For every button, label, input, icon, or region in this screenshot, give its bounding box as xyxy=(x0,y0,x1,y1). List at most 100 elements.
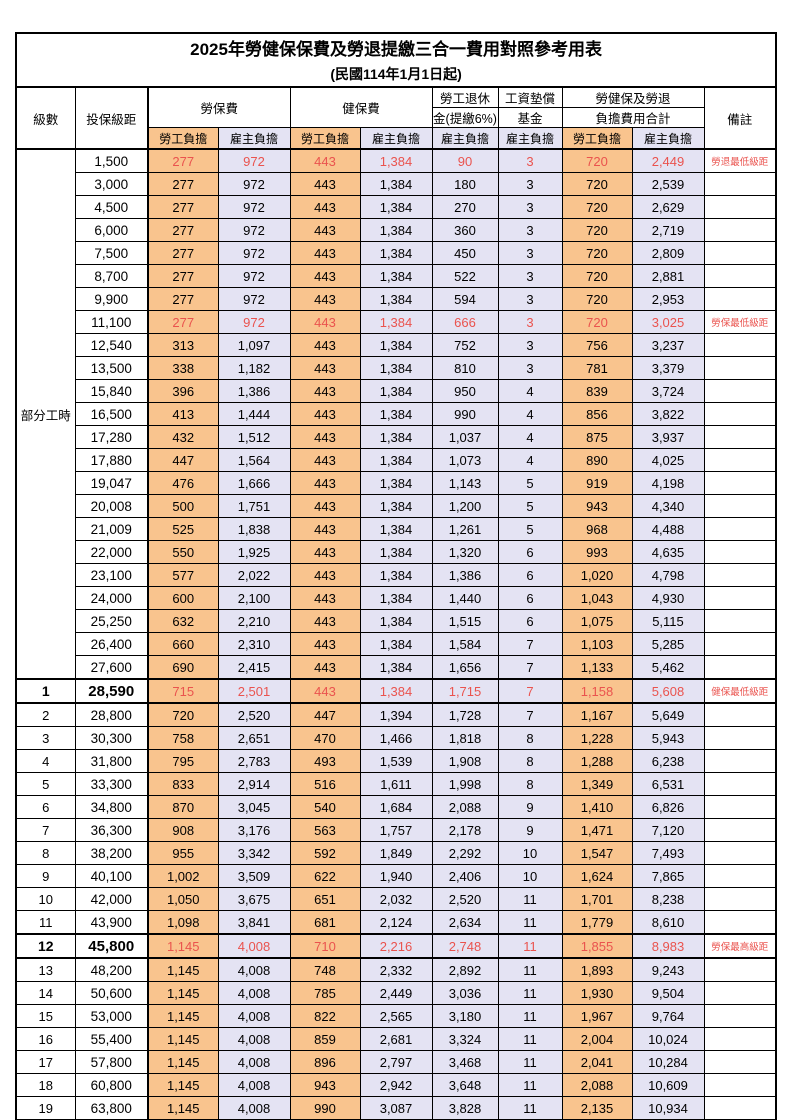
value-cell: 3 xyxy=(497,287,563,311)
value-cell: 1,384 xyxy=(359,379,433,403)
value-cell: 1,097 xyxy=(217,333,291,357)
value-cell: 4,008 xyxy=(217,1050,291,1074)
value-cell: 11 xyxy=(497,887,563,911)
value-cell: 8,983 xyxy=(631,933,705,959)
value-cell: 833 xyxy=(147,772,219,796)
value-cell: 450 xyxy=(431,241,499,265)
value-cell: 859 xyxy=(289,1027,361,1051)
value-cell: 3,937 xyxy=(631,425,705,449)
value-cell: 2,783 xyxy=(217,749,291,773)
value-cell: 2,719 xyxy=(631,218,705,242)
value-cell: 3,324 xyxy=(431,1027,499,1051)
value-cell: 500 xyxy=(147,494,219,518)
bracket-cell: 25,250 xyxy=(74,609,149,633)
value-cell: 1,384 xyxy=(359,425,433,449)
grade-cell: 12 xyxy=(15,933,76,959)
value-cell: 2,004 xyxy=(561,1027,633,1051)
value-cell: 10 xyxy=(497,841,563,865)
bracket-cell: 26,400 xyxy=(74,632,149,656)
value-cell: 2,088 xyxy=(561,1073,633,1097)
remark-cell xyxy=(703,172,777,196)
value-cell: 3,087 xyxy=(359,1096,433,1120)
value-cell: 396 xyxy=(147,379,219,403)
value-cell: 1,384 xyxy=(359,195,433,219)
table-row: 10 42,000 1,050 3,675 651 2,032 2,520 11 1,701 8,… xyxy=(15,887,777,911)
remark-cell xyxy=(703,471,777,495)
value-cell: 2,634 xyxy=(431,910,499,935)
table-row: 16,500 413 1,444 443 1,384 990 4 856 3,822 xyxy=(16,402,777,426)
value-cell: 3,036 xyxy=(431,981,499,1005)
value-cell: 1,133 xyxy=(561,655,633,680)
value-cell: 1,145 xyxy=(147,1050,219,1074)
value-cell: 2,100 xyxy=(217,586,291,610)
value-cell: 1,838 xyxy=(217,517,291,541)
value-cell: 2,809 xyxy=(631,241,705,265)
value-cell: 443 xyxy=(289,264,361,288)
value-cell: 443 xyxy=(289,678,361,704)
value-cell: 1,930 xyxy=(561,981,633,1005)
value-cell: 9 xyxy=(497,795,563,819)
remark-cell xyxy=(703,749,777,773)
value-cell: 1,701 xyxy=(561,887,633,911)
value-cell: 1,158 xyxy=(561,678,633,704)
value-cell: 9,504 xyxy=(631,981,705,1005)
value-cell: 10,934 xyxy=(631,1096,705,1120)
value-cell: 1,182 xyxy=(217,356,291,380)
bracket-cell: 17,880 xyxy=(74,448,149,472)
value-cell: 1,684 xyxy=(359,795,433,819)
table-row: 4 31,800 795 2,783 493 1,539 1,908 8 1,288 6,238 xyxy=(15,749,777,773)
bracket-cell: 48,200 xyxy=(74,957,149,982)
bracket-cell: 55,400 xyxy=(74,1027,149,1051)
value-cell: 470 xyxy=(289,726,361,750)
table-row: 23,100 577 2,022 443 1,384 1,386 6 1,020 4,798 xyxy=(16,563,777,587)
value-cell: 1,384 xyxy=(359,356,433,380)
grade-cell: 16 xyxy=(15,1027,76,1051)
value-cell: 594 xyxy=(431,287,499,311)
value-cell: 990 xyxy=(431,402,499,426)
col-header-grade: 級數 xyxy=(15,86,76,150)
value-cell: 1,145 xyxy=(147,1073,219,1097)
value-cell: 968 xyxy=(561,517,633,541)
remark-cell xyxy=(703,448,777,472)
bracket-cell: 24,000 xyxy=(74,586,149,610)
grade-cell: 18 xyxy=(15,1073,76,1097)
value-cell: 525 xyxy=(147,517,219,541)
subheader-labor-employer: 雇主負擔 xyxy=(217,127,291,150)
bracket-cell: 50,600 xyxy=(74,981,149,1005)
value-cell: 1,020 xyxy=(561,563,633,587)
value-cell: 720 xyxy=(561,287,633,311)
value-cell: 550 xyxy=(147,540,219,564)
value-cell: 660 xyxy=(147,632,219,656)
value-cell: 822 xyxy=(289,1004,361,1028)
value-cell: 1,384 xyxy=(359,586,433,610)
table-row: 14 50,600 1,145 4,008 785 2,449 3,036 11 1,930 9,… xyxy=(15,981,777,1005)
value-cell: 1,466 xyxy=(359,726,433,750)
table-row: 8,700 277 972 443 1,384 522 3 720 2,881 xyxy=(16,264,777,288)
value-cell: 6 xyxy=(497,609,563,633)
value-cell: 2,651 xyxy=(217,726,291,750)
value-cell: 1,908 xyxy=(431,749,499,773)
col-header-pension-line1: 勞工退休 xyxy=(431,86,499,108)
value-cell: 1,228 xyxy=(561,726,633,750)
value-cell: 990 xyxy=(289,1096,361,1120)
value-cell: 972 xyxy=(217,148,291,173)
value-cell: 1,098 xyxy=(147,910,219,935)
value-cell: 313 xyxy=(147,333,219,357)
value-cell: 4,025 xyxy=(631,448,705,472)
value-cell: 600 xyxy=(147,586,219,610)
table-body: 部分工時 1,500 277 972 443 1,384 90 3 720 2,449 勞退最低級距… xyxy=(15,148,777,1120)
bracket-cell: 63,800 xyxy=(74,1096,149,1120)
value-cell: 810 xyxy=(431,356,499,380)
value-cell: 7,865 xyxy=(631,864,705,888)
value-cell: 1,103 xyxy=(561,632,633,656)
value-cell: 1,440 xyxy=(431,586,499,610)
remark-cell xyxy=(703,402,777,426)
col-header-health-insurance: 健保費 xyxy=(289,86,433,128)
value-cell: 2,629 xyxy=(631,195,705,219)
value-cell: 1,384 xyxy=(359,632,433,656)
grade-cell: 15 xyxy=(15,1004,76,1028)
value-cell: 443 xyxy=(289,195,361,219)
value-cell: 4 xyxy=(497,448,563,472)
value-cell: 4 xyxy=(497,402,563,426)
value-cell: 4,008 xyxy=(217,1027,291,1051)
